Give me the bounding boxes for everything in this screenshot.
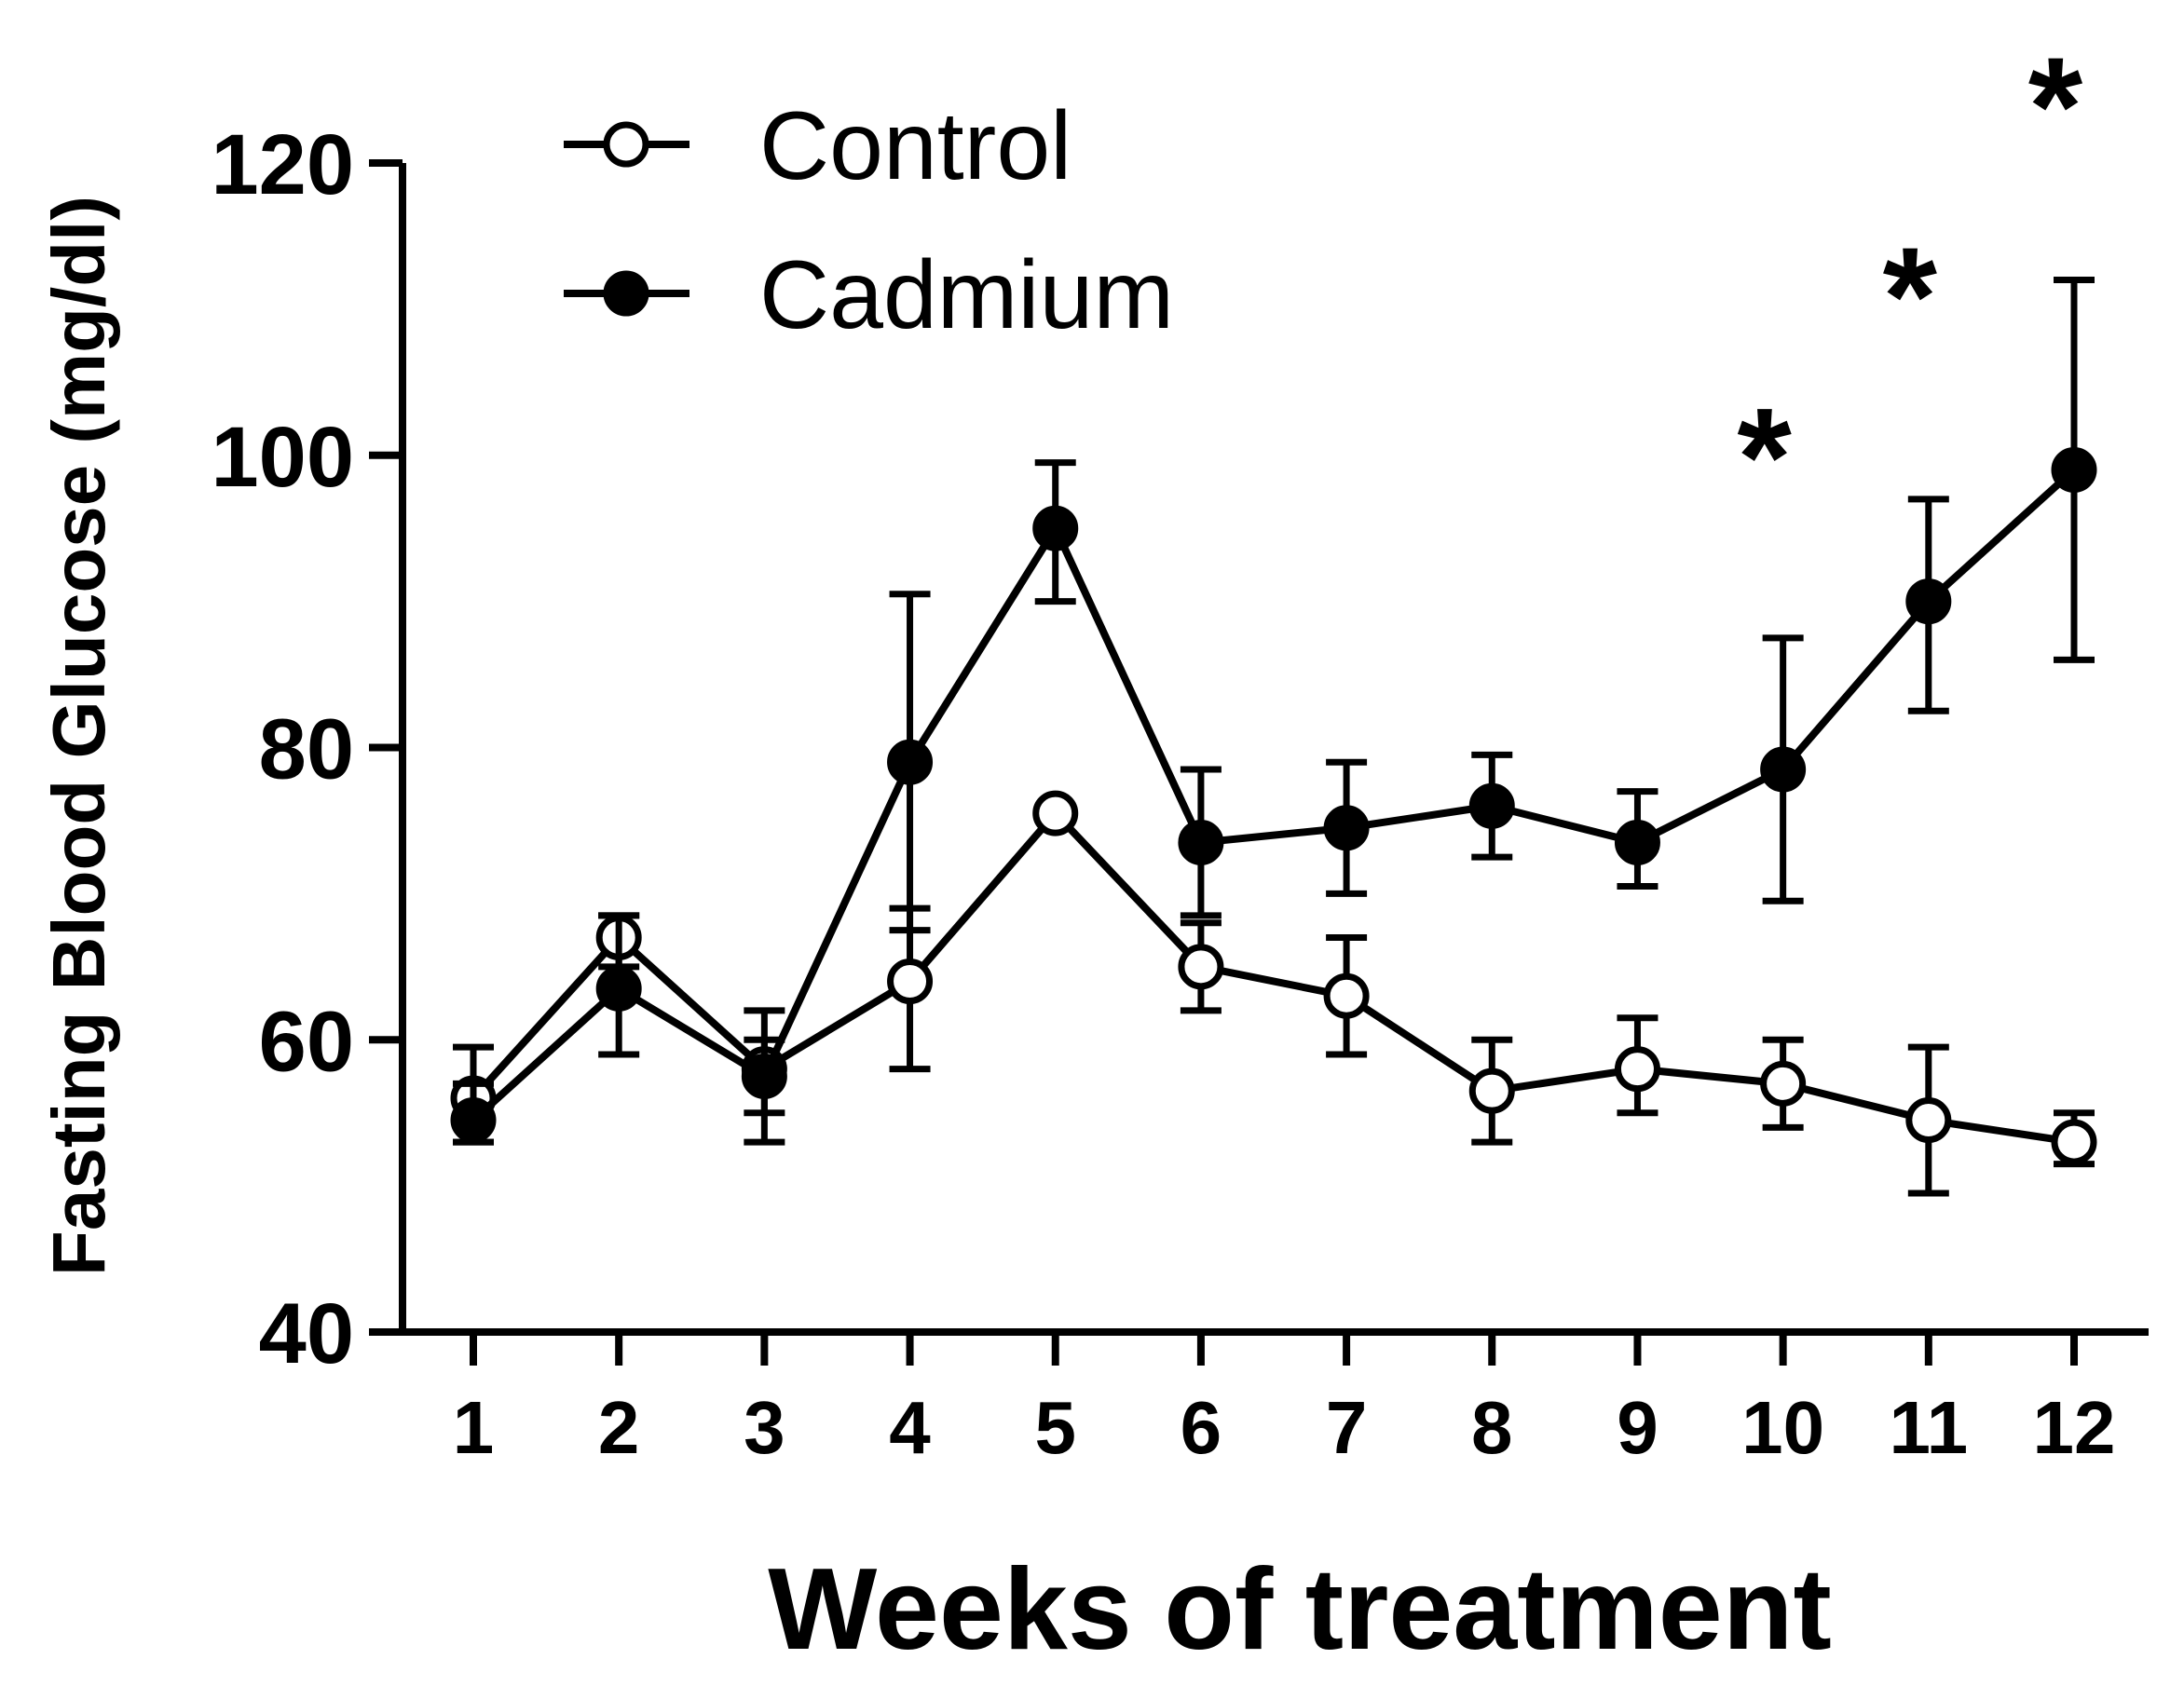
x-tick-label: 2 xyxy=(598,1386,640,1469)
x-tick-label: 8 xyxy=(1471,1386,1513,1469)
data-point xyxy=(1323,805,1370,851)
data-point xyxy=(1760,746,1807,793)
significance-asterisk: * xyxy=(1883,218,1938,374)
data-point xyxy=(595,965,642,1012)
legend-label: Control xyxy=(759,92,1072,200)
data-point xyxy=(1614,1046,1660,1093)
data-point xyxy=(1614,819,1660,865)
x-tick-label: 6 xyxy=(1181,1386,1222,1469)
significance-annotations: * * * xyxy=(1737,28,2082,536)
y-tick-label: 100 xyxy=(212,410,355,505)
y-tick-label: 40 xyxy=(259,1286,354,1381)
data-point xyxy=(1468,782,1515,829)
data-point xyxy=(1032,505,1079,551)
x-tick-label: 4 xyxy=(889,1386,931,1469)
y-tick-label: 120 xyxy=(212,117,355,212)
x-tick-label: 5 xyxy=(1034,1386,1076,1469)
x-tick-label: 10 xyxy=(1741,1386,1824,1469)
x-axis-title: Weeks of treatment xyxy=(768,1545,1832,1674)
data-point xyxy=(887,739,934,785)
y-axis-title: Fasting Blood Glucose (mg/dl) xyxy=(37,196,120,1276)
data-point xyxy=(2051,1119,2097,1165)
x-tick-label: 11 xyxy=(1890,1386,1969,1469)
series-line xyxy=(471,467,2077,1123)
x-tick-label: 12 xyxy=(2033,1386,2116,1469)
legend-marker xyxy=(603,121,649,168)
data-point xyxy=(1323,972,1370,1019)
significance-asterisk: * xyxy=(2028,28,2083,184)
data-point xyxy=(1760,1060,1807,1107)
data-point xyxy=(887,959,934,1004)
series-line xyxy=(471,808,2075,1147)
data-point xyxy=(1178,819,1224,865)
data-point xyxy=(1905,578,1952,625)
x-tick-label: 7 xyxy=(1326,1386,1368,1469)
data-point xyxy=(1178,944,1224,990)
x-tick-label: 1 xyxy=(453,1386,495,1469)
y-tick-label: 80 xyxy=(259,702,354,797)
data-point xyxy=(1032,790,1079,836)
series-layer xyxy=(450,277,2097,1197)
data-point xyxy=(741,1053,787,1099)
significance-asterisk: * xyxy=(1737,378,1792,535)
data-point xyxy=(450,1097,497,1144)
x-tick-label: 9 xyxy=(1617,1386,1658,1469)
legend-marker xyxy=(603,270,649,317)
x-tick-label: 3 xyxy=(744,1386,785,1469)
data-point xyxy=(1905,1097,1952,1144)
data-point xyxy=(1468,1067,1515,1114)
legend-label: Cadmium xyxy=(759,241,1174,349)
series-cadmium xyxy=(450,277,2097,1146)
legend: Control Cadmium xyxy=(564,92,1174,349)
y-tick-label: 60 xyxy=(259,994,354,1089)
data-point xyxy=(2051,446,2097,493)
series-control xyxy=(450,790,2097,1197)
